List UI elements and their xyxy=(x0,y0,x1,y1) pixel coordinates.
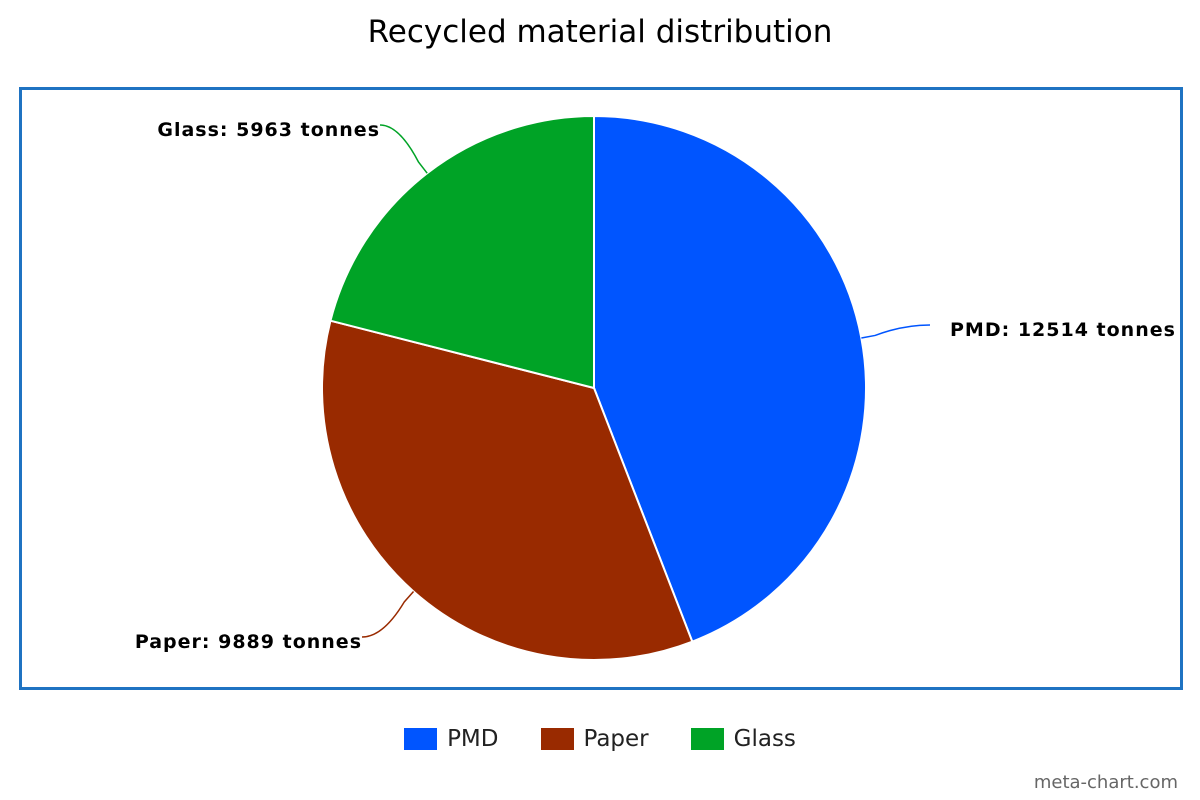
leader-line-pmd xyxy=(861,324,931,339)
legend-label-paper: Paper xyxy=(583,726,649,752)
legend-swatch-glass xyxy=(690,728,724,750)
legend-swatch-paper xyxy=(540,728,574,750)
chart-title: Recycled material distribution xyxy=(367,14,833,50)
pie-slice-pmd[interactable] xyxy=(593,114,867,643)
legend-label-glass: Glass xyxy=(733,726,796,752)
legend-item-pmd[interactable]: PMD xyxy=(404,726,499,752)
leader-line-glass xyxy=(379,124,428,174)
plot-area-frame xyxy=(19,87,1183,690)
legend-item-paper[interactable]: Paper xyxy=(540,726,649,752)
slice-label-glass: Glass: 5963 tonnes xyxy=(157,119,380,141)
legend-item-glass[interactable]: Glass xyxy=(690,726,796,752)
legend-label-pmd: PMD xyxy=(447,726,499,752)
legend: PMD Paper Glass xyxy=(0,726,1200,752)
slice-label-paper: Paper: 9889 tonnes xyxy=(135,631,362,653)
slice-labels: PMD: 12514 tonnes Paper: 9889 tonnes Glass… xyxy=(135,119,1176,653)
pie-slice-glass[interactable] xyxy=(329,114,595,390)
leader-line-paper xyxy=(361,590,415,638)
watermark: meta-chart.com xyxy=(1033,772,1178,793)
slice-label-pmd: PMD: 12514 tonnes xyxy=(950,319,1176,341)
leader-lines xyxy=(361,124,931,638)
legend-swatch-pmd xyxy=(404,728,438,750)
pie-slices xyxy=(321,114,867,661)
pie-slice-paper[interactable] xyxy=(321,319,694,661)
